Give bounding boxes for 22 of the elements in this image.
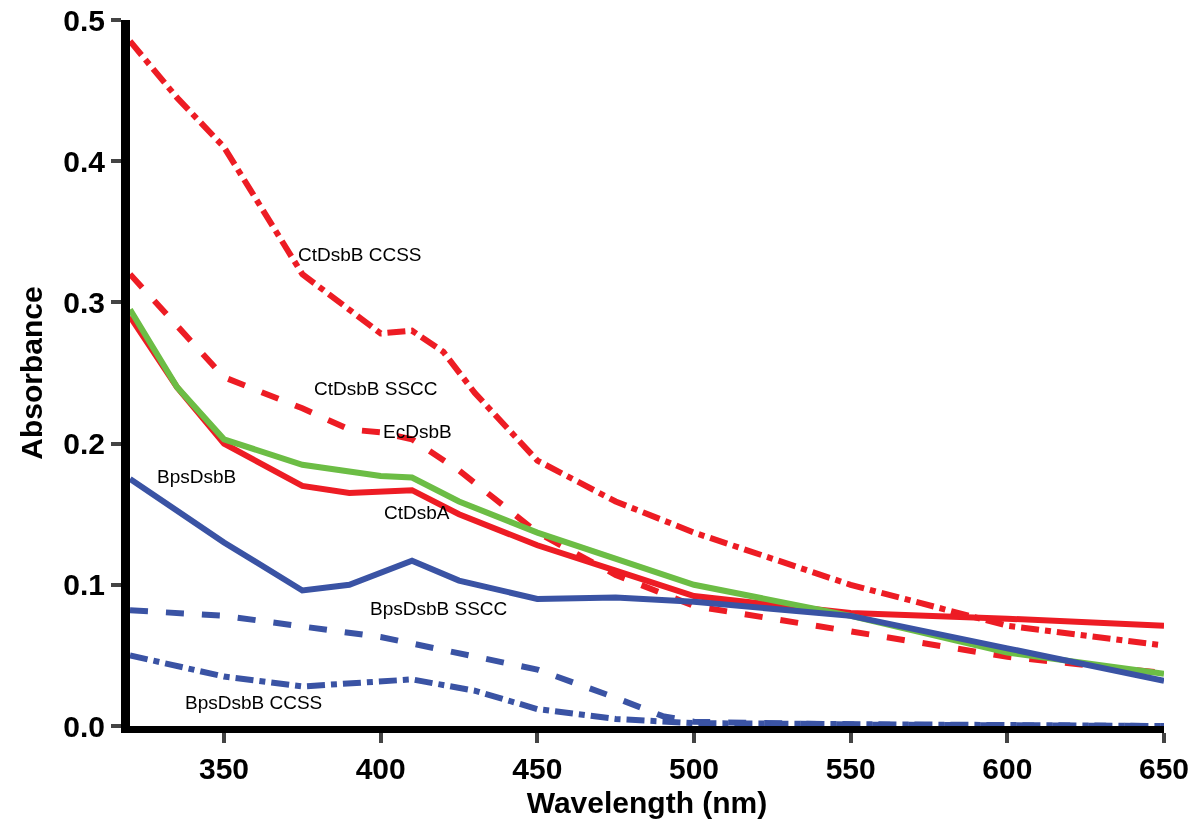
x-tick-label: 350 xyxy=(198,752,250,785)
y-axis-title: Absorbance xyxy=(15,286,49,460)
y-tick-label: 0.0 xyxy=(63,709,105,743)
annotation: BpsDsbB CCSS xyxy=(185,692,323,713)
x-tick-label: 650 xyxy=(1138,752,1190,785)
y-tick-label: 0.1 xyxy=(63,568,105,602)
x-axis-title: Wavelength (nm) xyxy=(526,785,768,819)
annotation: BpsDsbB SSCC xyxy=(370,598,508,619)
annotation: BpsDsbB xyxy=(157,466,237,487)
x-tick-label: 500 xyxy=(668,752,720,785)
annotation: CtDsbB CCSS xyxy=(298,244,422,265)
y-tick-label: 0.2 xyxy=(63,427,105,461)
x-tick-label: 450 xyxy=(512,752,563,785)
x-tick-label: 550 xyxy=(825,752,876,785)
annotation: CtDsbA xyxy=(384,502,450,523)
x-tick-label: 600 xyxy=(982,752,1033,785)
y-tick-label: 0.3 xyxy=(63,285,105,319)
y-tick-label: 0.4 xyxy=(63,144,106,178)
annotation: CtDsbB SSCC xyxy=(314,378,438,399)
y-tick-label: 0.5 xyxy=(63,3,105,37)
x-tick-label: 400 xyxy=(355,752,406,785)
annotation: EcDsbB xyxy=(383,421,452,442)
